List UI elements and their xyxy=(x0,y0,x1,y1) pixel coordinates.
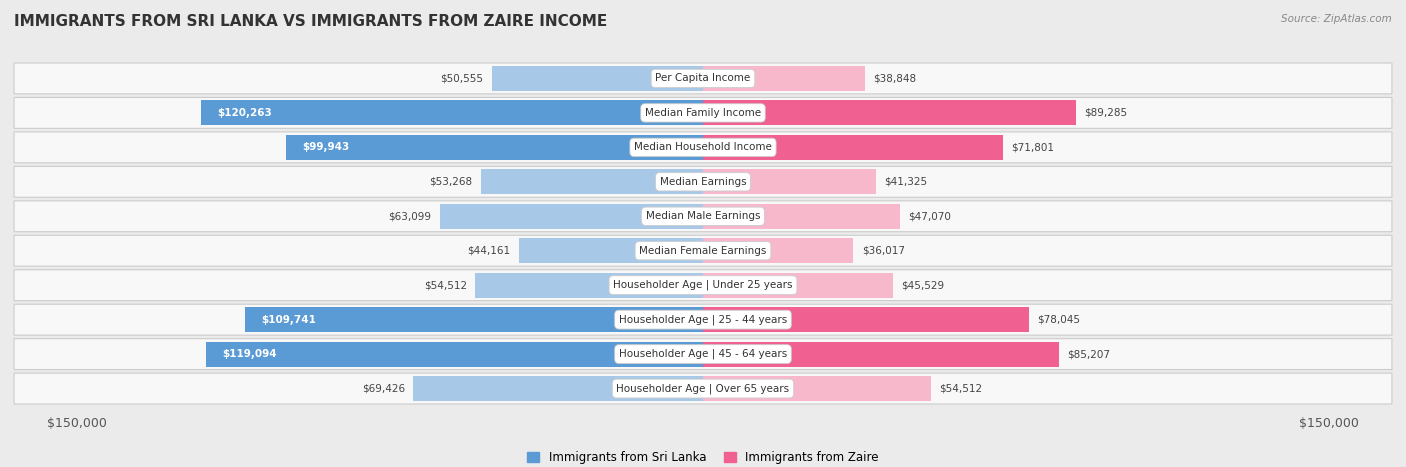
Text: $120,263: $120,263 xyxy=(218,108,273,118)
Bar xyxy=(205,342,703,367)
FancyBboxPatch shape xyxy=(14,132,1392,163)
Text: Source: ZipAtlas.com: Source: ZipAtlas.com xyxy=(1281,14,1392,24)
Text: Householder Age | 45 - 64 years: Householder Age | 45 - 64 years xyxy=(619,349,787,359)
Bar xyxy=(492,66,703,91)
Text: $109,741: $109,741 xyxy=(262,315,316,325)
Bar xyxy=(703,135,1002,160)
Bar xyxy=(440,204,703,229)
Text: Householder Age | 25 - 44 years: Householder Age | 25 - 44 years xyxy=(619,314,787,325)
Bar xyxy=(703,204,900,229)
Text: Householder Age | Over 65 years: Householder Age | Over 65 years xyxy=(616,383,790,394)
Text: $119,094: $119,094 xyxy=(222,349,277,359)
Bar xyxy=(475,273,703,297)
Text: Median Household Income: Median Household Income xyxy=(634,142,772,152)
FancyBboxPatch shape xyxy=(14,201,1392,232)
Bar xyxy=(413,376,703,401)
Bar xyxy=(703,66,865,91)
Text: Per Capita Income: Per Capita Income xyxy=(655,73,751,84)
Bar xyxy=(703,238,853,263)
FancyBboxPatch shape xyxy=(14,63,1392,94)
Text: $53,268: $53,268 xyxy=(429,177,472,187)
FancyBboxPatch shape xyxy=(14,339,1392,369)
Text: $47,070: $47,070 xyxy=(908,211,950,221)
Text: Householder Age | Under 25 years: Householder Age | Under 25 years xyxy=(613,280,793,290)
Text: $38,848: $38,848 xyxy=(873,73,917,84)
Text: $63,099: $63,099 xyxy=(388,211,432,221)
Text: Median Earnings: Median Earnings xyxy=(659,177,747,187)
FancyBboxPatch shape xyxy=(14,98,1392,128)
Legend: Immigrants from Sri Lanka, Immigrants from Zaire: Immigrants from Sri Lanka, Immigrants fr… xyxy=(523,446,883,467)
Text: $50,555: $50,555 xyxy=(440,73,484,84)
FancyBboxPatch shape xyxy=(14,166,1392,197)
FancyBboxPatch shape xyxy=(14,373,1392,404)
Bar xyxy=(703,100,1076,125)
FancyBboxPatch shape xyxy=(14,304,1392,335)
Bar xyxy=(245,307,703,332)
Bar xyxy=(703,273,893,297)
Bar xyxy=(285,135,703,160)
Bar xyxy=(519,238,703,263)
Text: Median Female Earnings: Median Female Earnings xyxy=(640,246,766,256)
Text: $78,045: $78,045 xyxy=(1038,315,1080,325)
Text: IMMIGRANTS FROM SRI LANKA VS IMMIGRANTS FROM ZAIRE INCOME: IMMIGRANTS FROM SRI LANKA VS IMMIGRANTS … xyxy=(14,14,607,29)
Text: $99,943: $99,943 xyxy=(302,142,350,152)
Text: $54,512: $54,512 xyxy=(425,280,467,290)
Text: Median Family Income: Median Family Income xyxy=(645,108,761,118)
Bar xyxy=(481,170,703,194)
Text: $41,325: $41,325 xyxy=(884,177,927,187)
FancyBboxPatch shape xyxy=(14,270,1392,301)
Text: $54,512: $54,512 xyxy=(939,383,981,394)
Bar xyxy=(201,100,703,125)
Text: $71,801: $71,801 xyxy=(1011,142,1054,152)
Text: $89,285: $89,285 xyxy=(1084,108,1128,118)
Text: $44,161: $44,161 xyxy=(467,246,510,256)
Bar xyxy=(703,170,876,194)
Text: $45,529: $45,529 xyxy=(901,280,945,290)
Text: Median Male Earnings: Median Male Earnings xyxy=(645,211,761,221)
Bar xyxy=(703,376,931,401)
FancyBboxPatch shape xyxy=(14,235,1392,266)
Bar xyxy=(703,342,1059,367)
Text: $69,426: $69,426 xyxy=(361,383,405,394)
Text: $85,207: $85,207 xyxy=(1067,349,1111,359)
Text: $36,017: $36,017 xyxy=(862,246,904,256)
Bar xyxy=(703,307,1029,332)
